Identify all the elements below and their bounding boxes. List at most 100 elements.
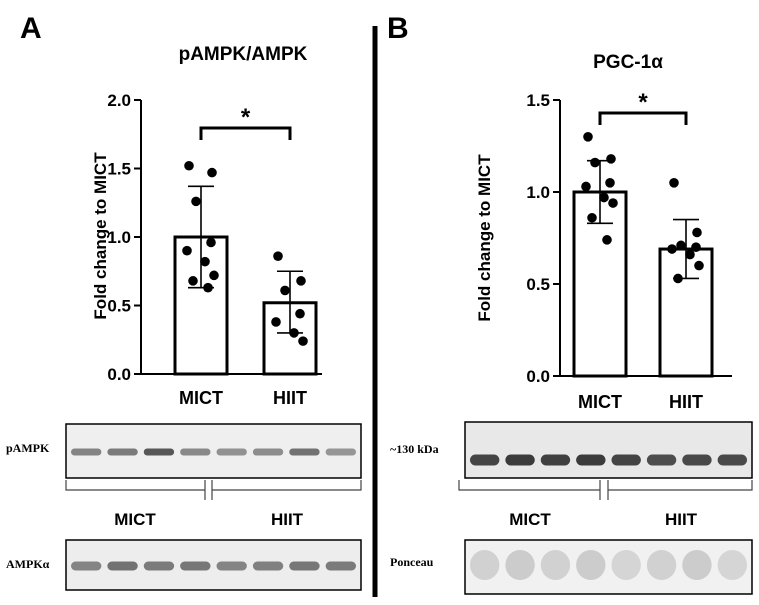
data-point xyxy=(206,237,216,248)
panel-a-blot1 xyxy=(65,423,362,479)
data-point xyxy=(296,276,306,286)
chart-a-y-ticks: 0.0 0.5 1.0 1.5 2.0 xyxy=(107,91,141,384)
y-tick-label: 1.5 xyxy=(526,91,550,110)
data-point xyxy=(608,198,618,208)
panel-b-group-mict: MICT xyxy=(509,510,551,529)
panel-b-blot1 xyxy=(464,421,753,479)
blot-band xyxy=(470,550,500,580)
blot-bands xyxy=(71,561,356,571)
chart-a-significance: * xyxy=(199,104,292,140)
data-point xyxy=(191,196,201,207)
blot-band xyxy=(611,550,641,580)
significance-star: * xyxy=(638,89,648,116)
data-point xyxy=(590,157,600,168)
panel-a-letter: A xyxy=(20,12,42,45)
panel-b-letter: B xyxy=(387,12,409,45)
blot-band xyxy=(682,454,712,466)
panel-b-brace-mict xyxy=(458,480,601,500)
data-point xyxy=(606,154,616,164)
chart-b-significance: * xyxy=(598,89,688,125)
data-point xyxy=(691,242,701,252)
blot-band xyxy=(216,448,247,456)
y-tick-label: 0.0 xyxy=(107,365,131,384)
data-point xyxy=(605,178,615,188)
panel-b-title: PGC-1α xyxy=(593,52,663,73)
data-point xyxy=(692,227,702,238)
blot-band xyxy=(540,454,571,466)
significance-bracket xyxy=(598,111,688,125)
blot-band xyxy=(289,448,320,456)
data-point xyxy=(602,235,612,245)
blot-band xyxy=(289,561,320,571)
y-tick-label: 1.5 xyxy=(107,160,131,179)
data-point xyxy=(200,256,210,267)
data-point xyxy=(295,308,305,319)
y-tick-label: 0.5 xyxy=(526,275,550,294)
data-point xyxy=(676,240,686,251)
panel-b: B PGC-1α Fold change to MICT 0.0 0.5 1.0 1.… xyxy=(387,12,753,595)
data-point xyxy=(273,251,283,261)
panel-a-title: pAMPK/AMPK xyxy=(179,44,308,65)
blot-band xyxy=(505,550,535,580)
data-point xyxy=(669,178,679,188)
data-point xyxy=(209,270,219,281)
x-tick-label: HIIT xyxy=(273,388,307,408)
significance-bracket xyxy=(199,126,292,140)
blot-bands xyxy=(470,454,747,466)
blot-band xyxy=(107,561,138,571)
panel-a-group-hiit: HIIT xyxy=(271,510,304,529)
panel-a-brace-hiit xyxy=(211,480,362,500)
blot-band xyxy=(611,454,641,466)
blot-band xyxy=(180,448,211,456)
y-tick-label: 1.0 xyxy=(107,228,131,247)
panel-a-brace-mict xyxy=(65,480,206,500)
data-point xyxy=(685,249,695,260)
blot-band xyxy=(71,448,102,456)
data-point xyxy=(280,285,290,296)
y-tick-label: 0.0 xyxy=(526,367,550,386)
chart-b-x-labels: MICT HIIT xyxy=(578,392,703,412)
panel-a-blot1-label: pAMPK xyxy=(6,441,50,455)
chart-b-points xyxy=(581,132,704,284)
data-point xyxy=(203,282,213,293)
data-point xyxy=(673,273,683,284)
chart-a-x-labels: MICT HIIT xyxy=(179,388,307,408)
blot-band xyxy=(717,454,747,466)
panel-a-blot2 xyxy=(65,539,362,591)
chart-b: Fold change to MICT 0.0 0.5 1.0 1.5 MICT HII… xyxy=(475,89,732,412)
panel-a-blot2-label: AMPKα xyxy=(6,557,50,571)
panel-b-brace-hiit xyxy=(607,480,753,500)
blot-band xyxy=(505,454,535,466)
panel-b-blot2 xyxy=(464,539,753,595)
blot-band xyxy=(576,454,606,466)
blot-bands xyxy=(470,550,747,580)
blot-image xyxy=(464,421,753,479)
blot-band xyxy=(180,561,211,571)
blot-band xyxy=(252,448,284,456)
chart-a-ylabel: Fold change to MICT xyxy=(91,152,110,320)
blot-band xyxy=(71,561,102,571)
blot-band xyxy=(646,454,677,466)
data-point xyxy=(188,276,198,286)
chart-a: Fold change to MICT 0.0 0.5 1.0 1.5 2.0 MICT… xyxy=(91,91,322,408)
x-tick-label: MICT xyxy=(578,392,622,412)
data-point xyxy=(667,244,677,254)
significance-star: * xyxy=(241,104,251,131)
blot-band xyxy=(216,561,247,571)
panel-b-group-hiit: HIIT xyxy=(665,510,698,529)
chart-a-bars xyxy=(173,235,318,376)
blot-band xyxy=(540,550,571,580)
panel-a-group-mict: MICT xyxy=(114,510,156,529)
chart-a-points xyxy=(182,160,308,346)
blot-bands xyxy=(71,448,356,456)
blot-band xyxy=(252,561,284,571)
data-point xyxy=(207,167,217,178)
panel-a: A pAMPK/AMPK Fold change to MICT 0.0 0.5 1… xyxy=(6,12,362,591)
bar-hiit xyxy=(262,301,318,376)
chart-b-y-ticks: 0.0 0.5 1.0 1.5 xyxy=(526,91,560,386)
blot-band xyxy=(717,550,747,580)
blot-band xyxy=(143,448,175,456)
data-point xyxy=(599,192,609,203)
data-point xyxy=(583,132,593,142)
